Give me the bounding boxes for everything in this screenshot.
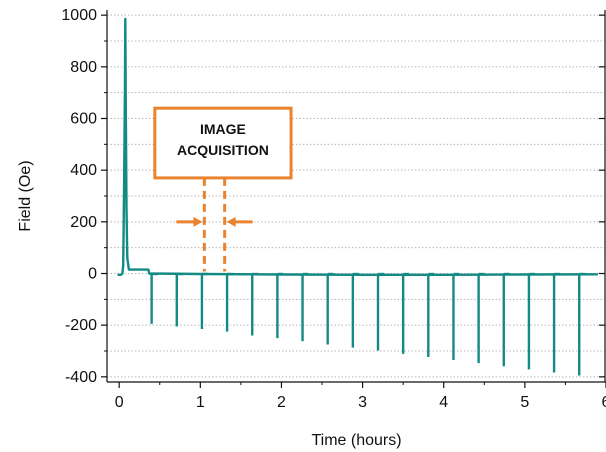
x-tick-label: 0 [115,394,124,411]
x-tick-label: 5 [520,394,529,411]
y-tick-label: 800 [70,59,97,76]
y-tick-label: -200 [65,317,97,334]
y-tick-label: 0 [88,266,97,283]
y-axis-title: Field (Oe) [17,160,34,231]
x-tick-label: 2 [277,394,286,411]
series-line [117,17,598,276]
field-series [117,17,598,376]
left-arrow-head [193,216,203,227]
x-tick-label: 1 [196,394,205,411]
axes: -400 -200 0 200 400 600 800 1000 0 1 2 3 4 5 6 Time (ho… [17,7,606,449]
x-tick-label: 6 [602,394,606,411]
annotation-box [153,106,293,180]
y-tick-label: 1000 [61,7,97,24]
annotation-label: ACQUISITION [177,142,269,158]
y-tick-label: -400 [65,369,97,386]
annotation-label: IMAGE [200,121,246,137]
right-arrow-head [226,216,236,227]
x-axis-title: Time (hours) [311,432,401,449]
y-tick-label: 600 [70,111,97,128]
grid-lines [107,14,606,378]
image-acquisition-annotation: IMAGE ACQUISITION [153,106,293,272]
x-tick-label: 3 [358,394,367,411]
y-tick-label: 400 [70,162,97,179]
x-tick-label: 4 [439,394,448,411]
y-tick-label: 200 [70,214,97,231]
